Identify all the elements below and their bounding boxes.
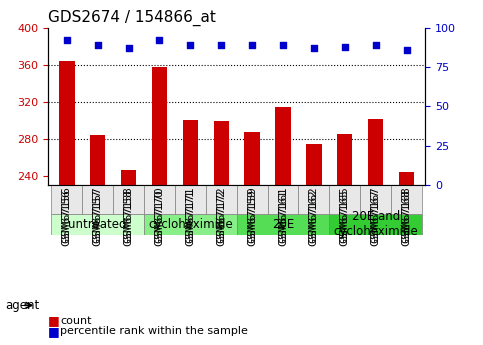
- Bar: [275, 107, 291, 185]
- Point: [248, 42, 256, 48]
- Bar: [244, 131, 260, 185]
- Text: ■: ■: [48, 314, 60, 327]
- FancyBboxPatch shape: [360, 185, 391, 214]
- Text: GSM67165: GSM67165: [340, 189, 350, 246]
- Point: [217, 42, 225, 48]
- Text: GSM67171: GSM67171: [185, 189, 195, 246]
- FancyBboxPatch shape: [237, 185, 268, 214]
- Text: GSM67156: GSM67156: [62, 189, 72, 246]
- Text: GSM67162: GSM67162: [309, 189, 319, 246]
- FancyBboxPatch shape: [329, 214, 422, 235]
- Point: [186, 42, 194, 48]
- Text: GSM67167: GSM67167: [370, 189, 381, 246]
- Text: GDS2674 / 154866_at: GDS2674 / 154866_at: [48, 10, 216, 26]
- Text: GSM67170: GSM67170: [155, 187, 165, 243]
- Bar: [121, 170, 136, 185]
- Bar: [213, 121, 229, 185]
- Bar: [337, 134, 353, 185]
- Text: GSM67165: GSM67165: [340, 187, 350, 243]
- FancyBboxPatch shape: [391, 185, 422, 214]
- Text: GSM67156: GSM67156: [62, 187, 72, 243]
- FancyBboxPatch shape: [82, 185, 113, 214]
- Text: cycloheximide: cycloheximide: [148, 218, 233, 230]
- Bar: [183, 120, 198, 185]
- Bar: [368, 119, 384, 185]
- Text: GSM67158: GSM67158: [124, 189, 134, 246]
- Text: GSM67172: GSM67172: [216, 187, 226, 243]
- Text: GSM67159: GSM67159: [247, 187, 257, 243]
- Text: GSM67170: GSM67170: [155, 189, 165, 246]
- Text: 20E and
cycloheximide: 20E and cycloheximide: [333, 210, 418, 238]
- FancyBboxPatch shape: [268, 185, 298, 214]
- Bar: [59, 61, 74, 185]
- Point: [63, 38, 71, 43]
- Text: GSM67167: GSM67167: [370, 187, 381, 243]
- Text: GSM67172: GSM67172: [216, 189, 226, 246]
- Point: [372, 42, 380, 48]
- Bar: [90, 135, 105, 185]
- Text: count: count: [60, 316, 92, 326]
- Text: 20E: 20E: [272, 218, 294, 230]
- Text: ■: ■: [48, 325, 60, 338]
- Text: GSM67162: GSM67162: [309, 187, 319, 243]
- Bar: [399, 172, 414, 185]
- Bar: [152, 68, 167, 185]
- Text: agent: agent: [5, 299, 39, 312]
- FancyBboxPatch shape: [237, 214, 329, 235]
- Point: [279, 42, 287, 48]
- Text: GSM67168: GSM67168: [401, 187, 412, 243]
- FancyBboxPatch shape: [144, 185, 175, 214]
- Bar: [306, 144, 322, 185]
- Text: GSM67157: GSM67157: [93, 187, 103, 243]
- Text: GSM67161: GSM67161: [278, 187, 288, 243]
- FancyBboxPatch shape: [329, 185, 360, 214]
- FancyBboxPatch shape: [144, 214, 237, 235]
- FancyBboxPatch shape: [206, 185, 237, 214]
- Point: [310, 45, 318, 51]
- Text: percentile rank within the sample: percentile rank within the sample: [60, 326, 248, 336]
- FancyBboxPatch shape: [113, 185, 144, 214]
- Point: [341, 44, 349, 49]
- FancyBboxPatch shape: [51, 185, 82, 214]
- Point: [403, 47, 411, 52]
- Point: [156, 38, 163, 43]
- Point: [94, 42, 101, 48]
- Text: untreated: untreated: [69, 218, 127, 230]
- Text: GSM67159: GSM67159: [247, 189, 257, 246]
- Text: GSM67157: GSM67157: [93, 189, 103, 246]
- FancyBboxPatch shape: [298, 185, 329, 214]
- Text: GSM67161: GSM67161: [278, 189, 288, 246]
- Point: [125, 45, 132, 51]
- FancyBboxPatch shape: [175, 185, 206, 214]
- Text: GSM67158: GSM67158: [124, 187, 134, 243]
- FancyBboxPatch shape: [51, 214, 144, 235]
- Text: GSM67168: GSM67168: [401, 189, 412, 246]
- Text: GSM67171: GSM67171: [185, 187, 195, 243]
